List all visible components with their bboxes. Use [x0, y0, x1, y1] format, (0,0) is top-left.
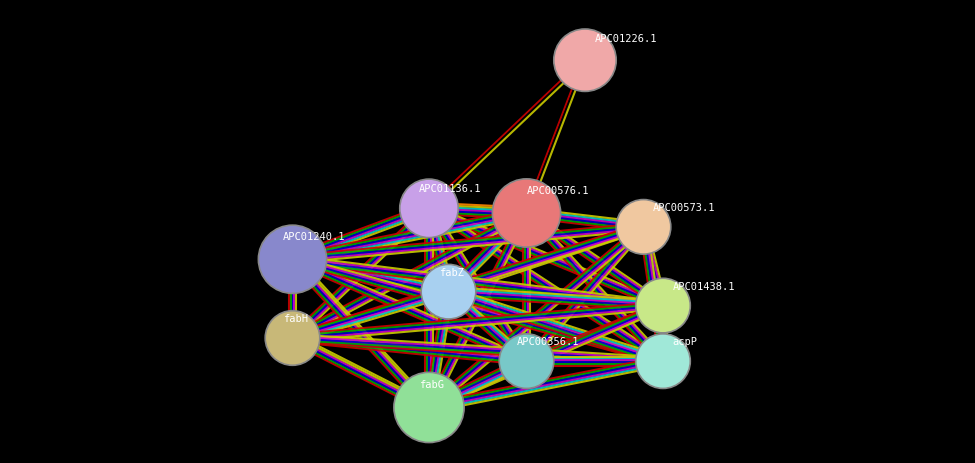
Ellipse shape [394, 372, 464, 443]
Text: APC00573.1: APC00573.1 [653, 203, 716, 213]
Ellipse shape [499, 334, 554, 388]
Text: APC00576.1: APC00576.1 [526, 186, 589, 196]
Text: APC01226.1: APC01226.1 [595, 34, 657, 44]
Ellipse shape [421, 264, 476, 319]
Ellipse shape [616, 200, 671, 254]
Text: fabH: fabH [283, 314, 308, 324]
Ellipse shape [400, 179, 458, 238]
Text: APC00356.1: APC00356.1 [517, 337, 579, 347]
Ellipse shape [636, 278, 690, 333]
Ellipse shape [492, 179, 561, 247]
Text: acpP: acpP [673, 337, 698, 347]
Ellipse shape [636, 334, 690, 388]
Ellipse shape [258, 225, 327, 294]
Ellipse shape [554, 29, 616, 91]
Text: APC01438.1: APC01438.1 [673, 282, 735, 292]
Text: APC01136.1: APC01136.1 [419, 183, 482, 194]
Text: fabZ: fabZ [439, 268, 464, 278]
Text: fabG: fabG [419, 380, 445, 390]
Ellipse shape [265, 311, 320, 365]
Text: APC01240.1: APC01240.1 [283, 232, 345, 242]
